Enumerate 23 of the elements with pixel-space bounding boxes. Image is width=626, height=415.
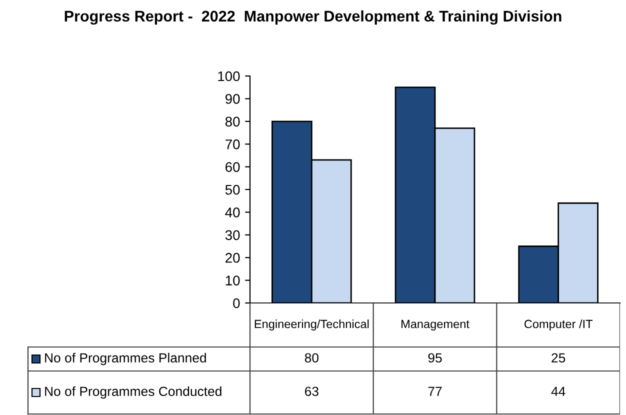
y-tick-label: 60 <box>226 162 240 172</box>
y-tick-label: 40 <box>225 208 240 218</box>
data-label: 95 <box>428 353 442 363</box>
data-label: 77 <box>428 386 442 396</box>
data-label: 80 <box>304 353 318 363</box>
y-tick-label: 80 <box>225 116 240 127</box>
chart-title: Progress Report - 2022 Manpower Development & Training Division <box>64 10 562 25</box>
y-tick-label: 30 <box>225 230 240 240</box>
y-tick-label: 50 <box>225 184 240 195</box>
x-tick-label: Management <box>402 320 470 331</box>
data-label: 63 <box>305 386 318 396</box>
y-tick-label: 90 <box>225 94 240 104</box>
x-tick-label: Engineering/Technical <box>254 319 369 331</box>
y-tick-label: 70 <box>226 139 240 150</box>
data-label: 25 <box>552 353 566 363</box>
x-tick-label: Computer /IT <box>524 319 593 331</box>
data-label: 44 <box>551 386 566 396</box>
y-tick-label: 20 <box>226 252 240 263</box>
y-tick-label: 100 <box>218 71 240 82</box>
y-tick-label: 10 <box>226 276 240 286</box>
y-tick-label: 0 <box>233 298 240 308</box>
legend-label: No of Programmes Planned <box>45 352 206 366</box>
legend-label: No of Programmes Conducted <box>45 386 222 399</box>
